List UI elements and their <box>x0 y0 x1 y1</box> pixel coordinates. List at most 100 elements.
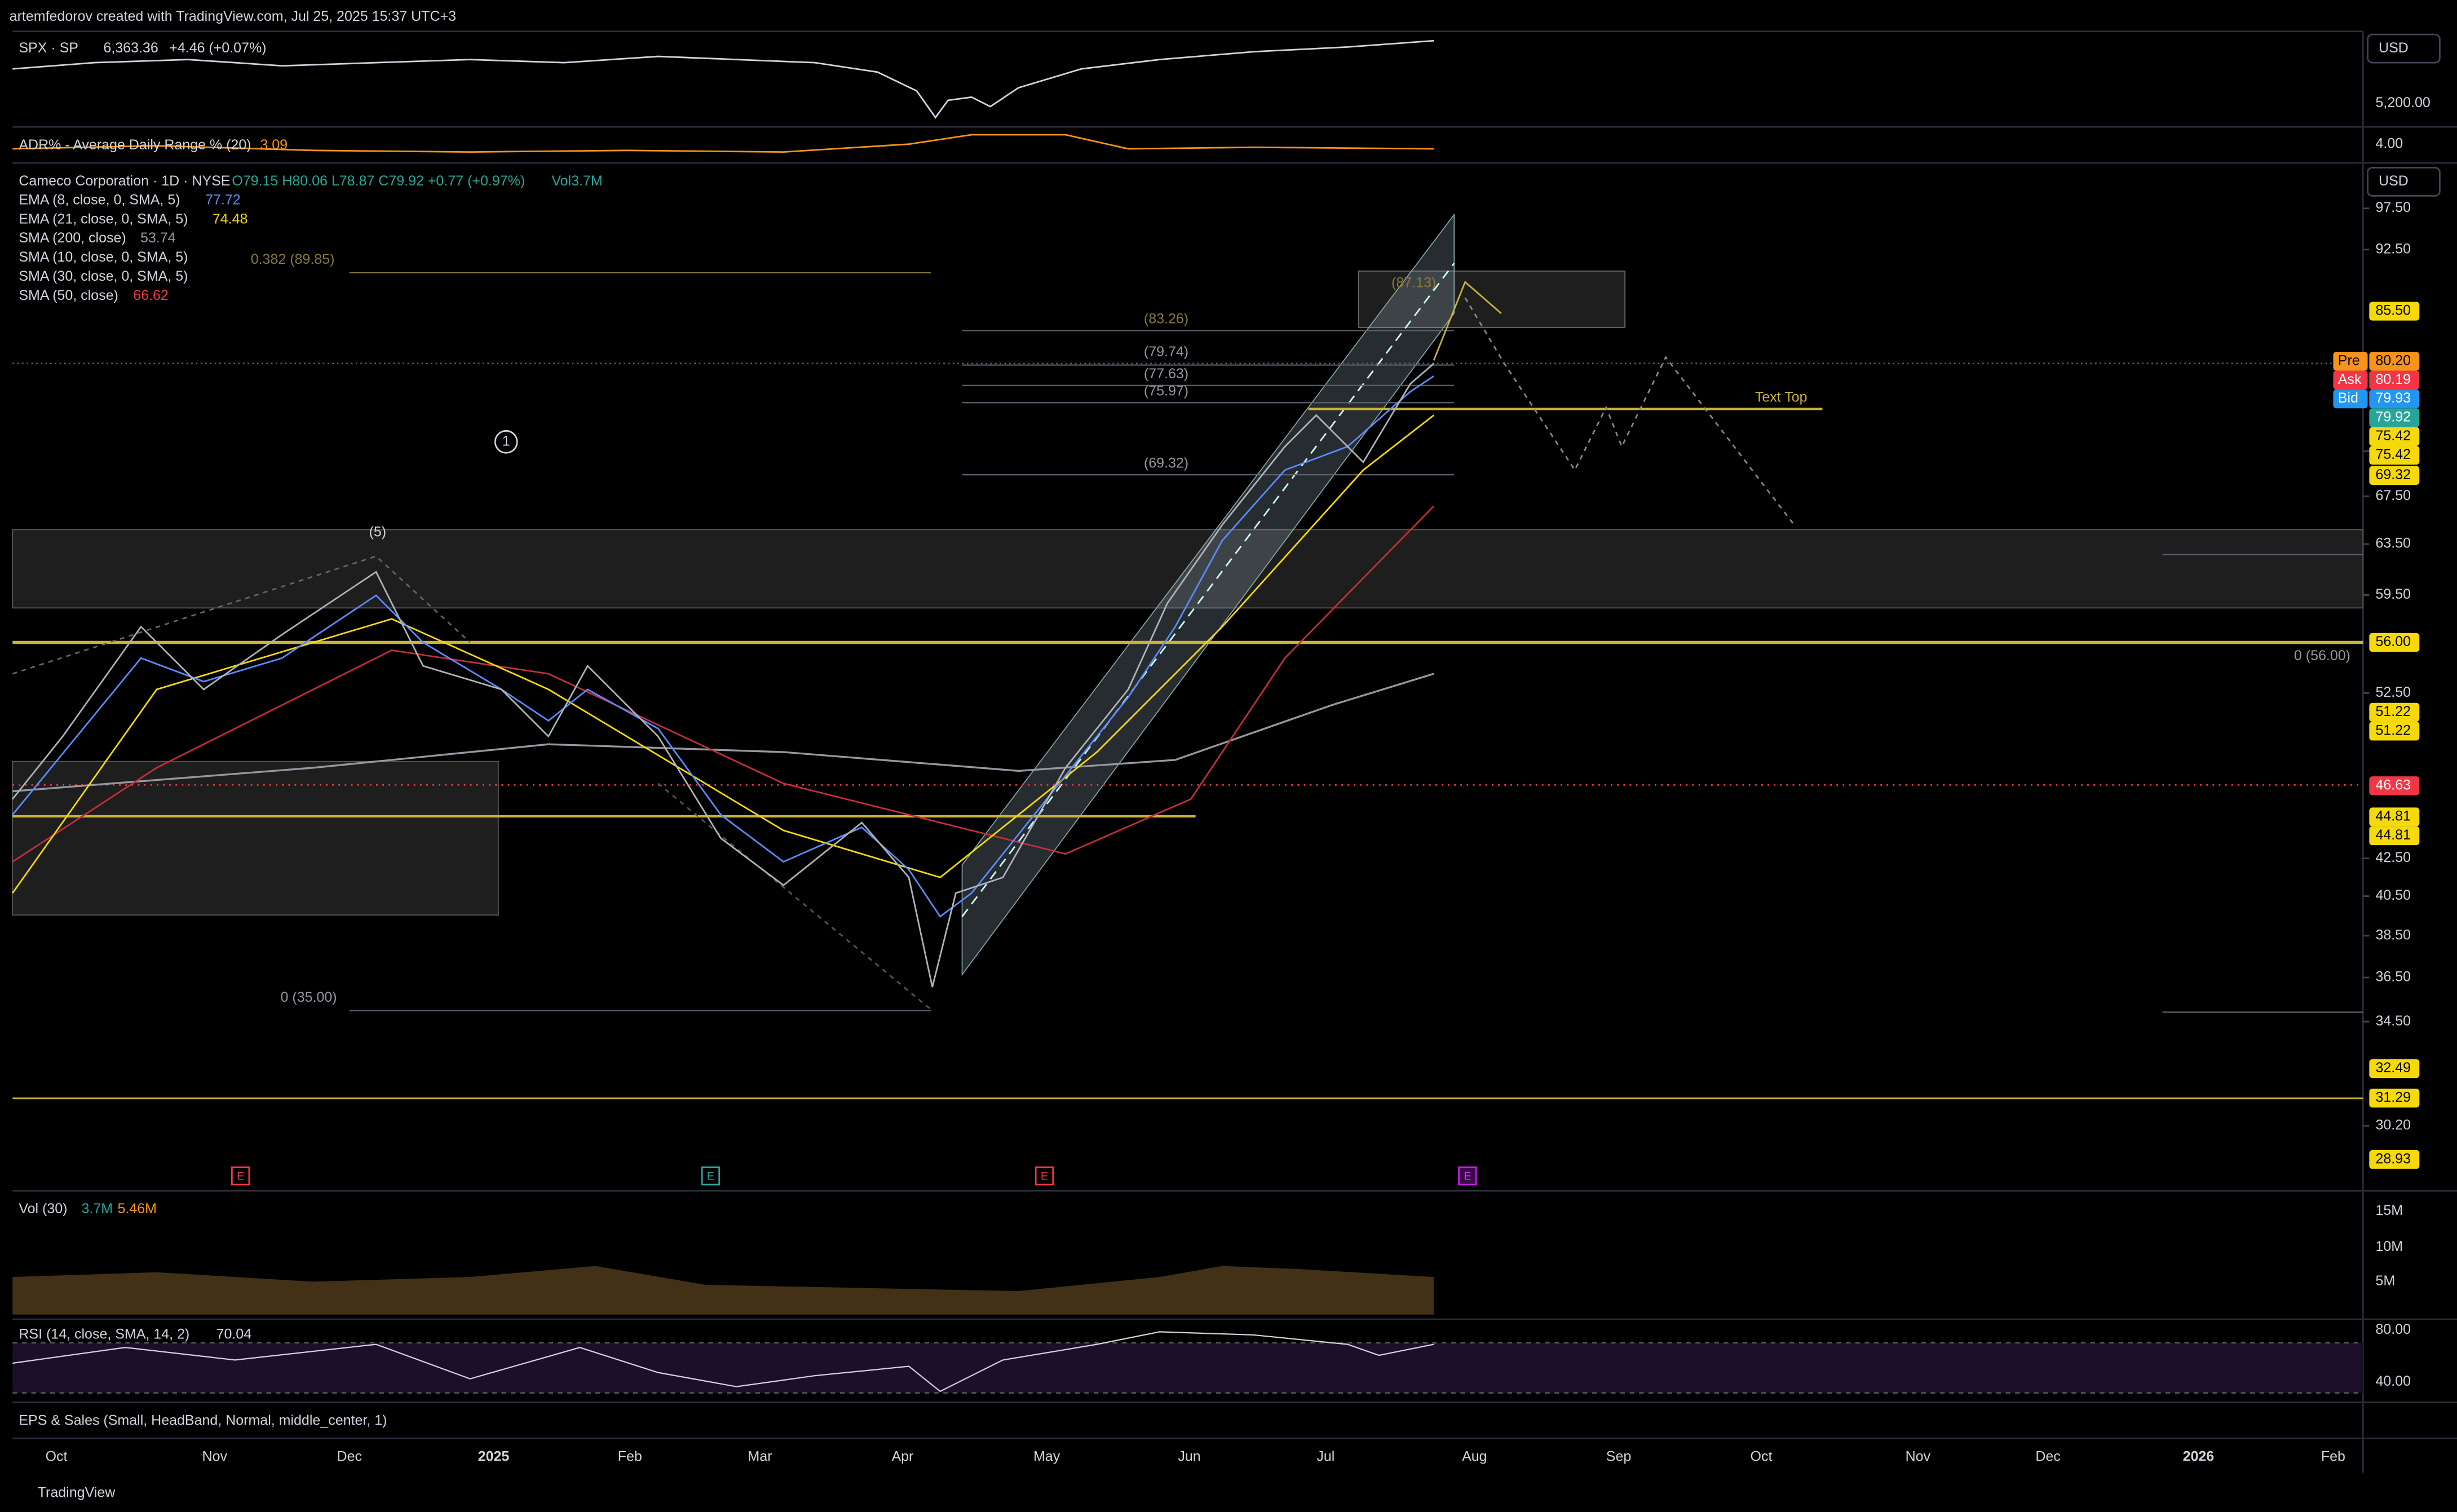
volume-tick: 5M <box>2375 1273 2395 1289</box>
adr-tick: 4.00 <box>2375 135 2403 151</box>
eps-legend: EPS & Sales (Small, HeadBand, Normal, mi… <box>19 1412 387 1428</box>
volume-name: Vol (30) <box>19 1201 67 1217</box>
earnings-marker[interactable]: E <box>707 1170 714 1182</box>
price-tag-label: 69.32 <box>2375 467 2411 483</box>
fib-levels <box>349 272 2363 1013</box>
main-ohlc: O79.15 H80.06 L78.87 C79.92 +0.77 (+0.97… <box>232 173 525 189</box>
time-label: Sep <box>1606 1448 1631 1464</box>
price-tick-label: 97.50 <box>2375 200 2411 215</box>
fib-label: (87.13) <box>1391 275 1436 291</box>
price-tag <box>2369 702 2420 722</box>
adr-value: 3.09 <box>260 137 288 153</box>
time-label: Nov <box>202 1448 228 1464</box>
earnings-marker[interactable]: E <box>1464 1170 1471 1182</box>
fib-label: 0 (35.00) <box>281 989 337 1005</box>
indicator-legend: EMA (8, close, 0, SMA, 5) 77.72 EMA (21, c… <box>19 192 248 303</box>
spx-price: 6,363.36 <box>103 40 158 56</box>
rsi-tick: 40.00 <box>2375 1373 2411 1389</box>
price-tag-label: 32.49 <box>2375 1060 2411 1076</box>
spx-change: +4.46 (+0.07%) <box>169 40 266 56</box>
text-top: Text Top <box>1755 390 1808 405</box>
spx-currency[interactable]: USD <box>2379 40 2409 56</box>
time-label: Aug <box>1462 1448 1487 1464</box>
time-label: Dec <box>2035 1448 2060 1464</box>
time-label: Jul <box>1316 1448 1334 1464</box>
volume-tick: 10M <box>2375 1239 2403 1254</box>
rsi-value: 70.04 <box>216 1327 252 1342</box>
price-tag-label: 80.19 <box>2375 372 2411 387</box>
price-tag-label: 79.93 <box>2375 390 2411 406</box>
price-tag-prefix: Ask <box>2338 372 2362 387</box>
price <box>12 362 1435 988</box>
indicator-name: EMA (21, close, 0, SMA, 5) <box>19 211 188 227</box>
earnings-marker[interactable]: E <box>1041 1170 1048 1182</box>
earnings-marker[interactable]: E <box>237 1170 244 1182</box>
price-tick-label: 52.50 <box>2375 684 2411 700</box>
price-tag-label: 51.22 <box>2375 704 2411 719</box>
price-tag-label: 85.50 <box>2375 303 2411 319</box>
time-axis: Oct Nov Dec 2025 Feb Mar Apr May Jun Jul Aug Sep Oct… <box>46 1448 2345 1464</box>
sma200 <box>12 673 1434 793</box>
rsi-name: RSI (14, close, SMA, 14, 2) <box>19 1327 189 1342</box>
indicator-value: 77.72 <box>205 192 241 207</box>
time-label: Oct <box>1751 1448 1773 1464</box>
price-tag-label: 31.29 <box>2375 1089 2411 1105</box>
currency-button[interactable] <box>2367 166 2441 197</box>
fib-label: (69.32) <box>1144 455 1188 471</box>
wave-label: (5) <box>369 524 387 540</box>
price-tick-label: 67.50 <box>2375 488 2411 503</box>
price-tag <box>2369 633 2420 652</box>
time-label: Mar <box>748 1448 772 1464</box>
price-tag-label: 79.92 <box>2375 409 2411 425</box>
price-tag-label: 56.00 <box>2375 634 2411 649</box>
wave-circle <box>494 430 518 454</box>
wave-label: 1 <box>502 433 510 449</box>
price-tag-prefix-bg <box>2333 352 2368 371</box>
rsi-line <box>12 1331 1434 1392</box>
adr-name: ADR% - Average Daily Range % (20) <box>19 137 251 153</box>
indicator-name: EMA (8, close, 0, SMA, 5) <box>19 192 180 207</box>
price-tick-label: 92.50 <box>2375 241 2411 257</box>
price-tick-label: 36.50 <box>2375 969 2411 985</box>
indicator-value: 74.48 <box>213 211 248 227</box>
price-tag-label: 46.63 <box>2375 777 2411 793</box>
time-label: Feb <box>2321 1448 2345 1464</box>
fib-label: 0.382 (89.85) <box>251 251 335 267</box>
price-tag <box>2369 302 2420 321</box>
time-label: Feb <box>618 1448 642 1464</box>
fib-label: (83.26) <box>1144 311 1188 327</box>
ema21 <box>12 414 1434 894</box>
zone-box <box>12 529 2364 609</box>
rsi-tick: 80.00 <box>2375 1321 2411 1337</box>
currency-button[interactable] <box>2367 33 2441 64</box>
main-currency[interactable]: USD <box>2379 173 2409 189</box>
price-tick-label: 34.50 <box>2375 1013 2411 1029</box>
price-tick-label: 38.50 <box>2375 927 2411 943</box>
price-tag-label: 75.42 <box>2375 428 2411 444</box>
price-tag-label: 28.93 <box>2375 1151 2411 1166</box>
price-tag <box>2369 352 2420 371</box>
indicator-name: SMA (50, close) <box>19 288 118 303</box>
price-tag <box>2369 427 2420 446</box>
time-label: Dec <box>337 1448 362 1464</box>
ema8 <box>12 375 1434 918</box>
pane-separators <box>12 30 2457 1473</box>
fib-label: (77.63) <box>1144 366 1188 382</box>
price-tag <box>2369 1150 2420 1169</box>
price-tag <box>2369 722 2420 741</box>
price-tag-label: 80.20 <box>2375 352 2411 368</box>
fib-label: (75.97) <box>1144 383 1188 399</box>
spx-tick: 5,200.00 <box>2375 95 2430 110</box>
target-box <box>1358 270 1626 328</box>
price-tag <box>2369 807 2420 826</box>
indicator-name: SMA (200, close) <box>19 230 126 246</box>
price-tag <box>2369 1089 2420 1108</box>
header: artemfedorov created with TradingView.co… <box>10 8 456 24</box>
indicator-name: SMA (10, close, 0, SMA, 5) <box>19 249 188 265</box>
price-tag <box>2369 1059 2420 1078</box>
indicator-name: SMA (30, close, 0, SMA, 5) <box>19 268 188 284</box>
time-label: Oct <box>46 1448 68 1464</box>
price-tick-label: 63.50 <box>2375 536 2411 551</box>
